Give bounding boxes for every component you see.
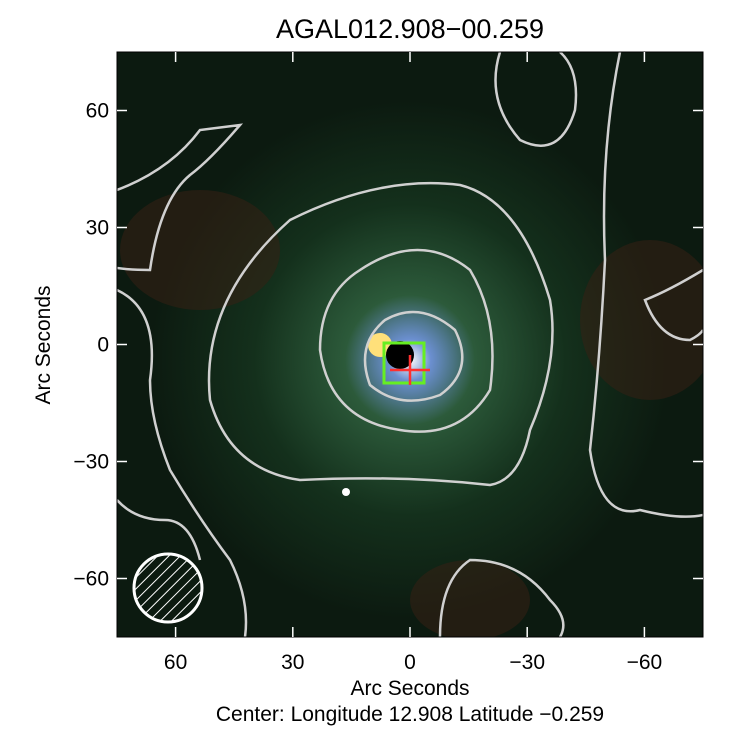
x-axis-label: Arc Seconds xyxy=(350,677,469,700)
subtitle: Center: Longitude 12.908 Latitude −0.259 xyxy=(216,703,604,726)
x-tick-label: 60 xyxy=(164,651,187,674)
y-tick-label: 60 xyxy=(86,100,109,123)
y-tick-label: 0 xyxy=(97,334,109,357)
x-tick-label: −30 xyxy=(509,651,545,674)
y-tick-label: 30 xyxy=(86,217,109,240)
y-tick-label: −30 xyxy=(73,451,109,474)
y-axis-label: Arc Seconds xyxy=(32,285,55,404)
x-tick-label: 30 xyxy=(281,651,304,674)
x-tick-label: −60 xyxy=(627,651,663,674)
image xyxy=(117,52,703,637)
chart-title: AGAL012.908−00.259 xyxy=(276,14,544,44)
y-tick-label: −60 xyxy=(73,568,109,591)
x-tick-label: 0 xyxy=(404,651,416,674)
